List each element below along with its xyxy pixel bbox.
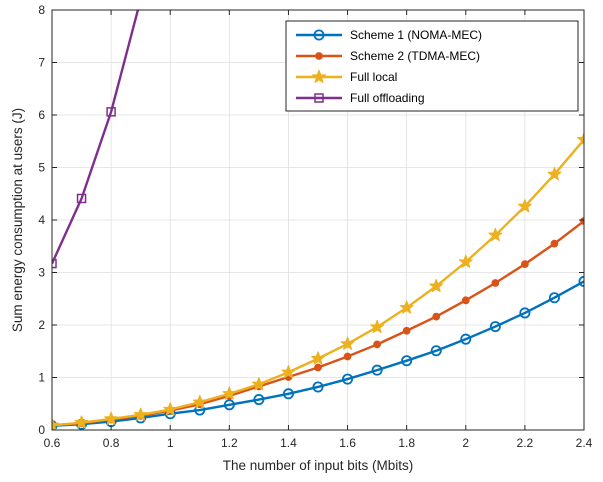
series-3-point [311,351,325,365]
series-2-point [373,340,382,349]
series-1-point [342,373,354,385]
series-3-point [192,394,207,409]
legend-swatch-marker [313,29,325,41]
x-tick-label: 0.6 [44,436,61,450]
y-tick-label: 2 [38,318,45,332]
y-tick-label: 0 [38,423,45,437]
series-1-point [282,388,294,400]
legend-label: Full local [350,70,397,84]
x-tick-label: 1.2 [221,436,238,450]
series-2-point [491,279,500,287]
series-4 [52,10,140,269]
series-4-line [52,10,140,265]
series-1-point [519,307,531,319]
series-2-point [402,326,411,335]
series-3-point [429,278,444,293]
series-4-point [52,258,57,269]
series-1-point [548,292,560,304]
series-3-point [52,417,59,430]
legend-label: Full offloading [350,91,425,105]
y-tick-label: 6 [38,108,45,122]
x-tick-label: 1.6 [339,436,356,450]
x-tick-label: 2.2 [517,436,534,450]
y-axis-label: Sum energy consumption at users (J) [10,108,25,332]
y-tick-label: 7 [38,56,45,70]
y-tick-label: 4 [38,213,45,227]
series-3 [52,132,584,430]
y-tick-label: 1 [38,371,45,385]
series-3-point [517,199,532,213]
series-3-point [458,254,473,268]
series-3-point [488,227,503,242]
tick-marks [51,9,585,431]
x-tick-label: 0.8 [103,436,120,450]
series-3-point [104,411,119,425]
legend-swatch-marker [312,69,326,83]
y-tick-label: 5 [38,161,45,175]
series-1-point [578,275,584,287]
series-4-point [76,193,87,204]
x-tick-label: 2 [462,436,469,450]
series-3-point [399,300,414,314]
x-tick-label: 1 [167,436,174,450]
series-2-point [314,363,322,372]
legend-label: Scheme 2 (TDMA-MEC) [350,49,480,63]
legend-swatch-marker [315,52,323,60]
series-1-point [489,321,501,333]
series-layer [52,10,584,430]
series-4-point [106,107,116,117]
series-2-point [343,352,352,361]
y-tick-labels: 0 1 2 3 4 5 6 7 8 [38,3,45,437]
series-3-point [370,319,385,334]
series-3-point [74,415,89,429]
x-tick-label: 1.4 [280,436,297,450]
legend-item-2: Scheme 2 (TDMA-MEC) [296,49,480,63]
series-2-point [520,260,529,269]
series-1-point [401,355,413,367]
series-3-point [133,407,148,421]
series-3-point [281,364,296,379]
series-1-point [312,381,324,393]
legend-swatch-marker [314,93,324,103]
series-1-point [371,364,383,376]
legend-item-1: Scheme 1 (NOMA-MEC) [296,28,482,42]
series-3-point [163,402,178,416]
y-tick-label: 8 [38,3,45,17]
x-tick-label: 1.8 [398,436,415,450]
series-1-point [460,333,472,345]
series-3-point [577,132,584,146]
series-2-point [550,239,559,248]
legend-item-3: Full local [296,69,397,84]
x-axis-label: The number of input bits (Mbits) [223,458,414,473]
series-3-point [251,377,266,391]
series-3-point [340,336,355,350]
series-1-point [223,399,235,411]
y-tick-label: 3 [38,266,45,280]
legend-label: Scheme 1 (NOMA-MEC) [350,28,482,42]
x-tick-labels: 0.6 0.8 1 1.2 1.4 1.6 1.8 2 2.2 2.4 [44,436,593,450]
series-2-point [461,296,470,305]
legend: Scheme 1 (NOMA-MEC) Scheme 2 (TDMA-MEC) Fu… [285,20,579,112]
series-1-point [430,345,442,357]
series-2-point [432,312,441,321]
legend-item-4: Full offloading [296,91,425,105]
series-3-point [222,386,237,400]
series-1-point [253,394,265,406]
x-tick-label: 2.4 [576,436,593,450]
series-3-point [547,167,562,181]
